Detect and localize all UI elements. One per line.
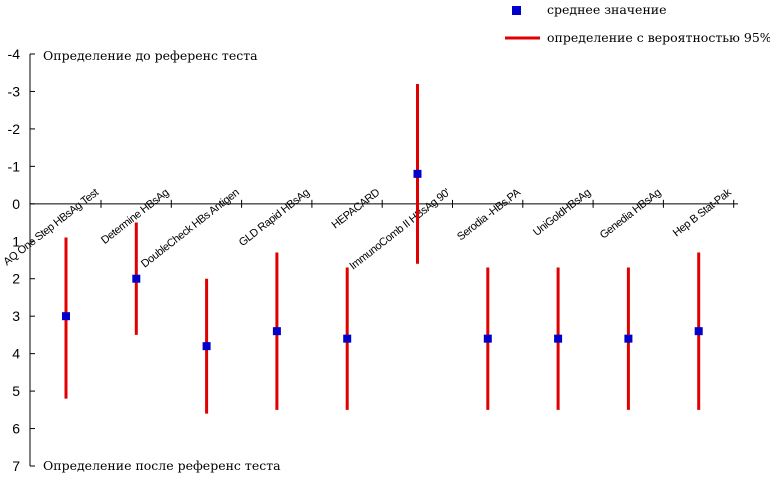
y-tick-label: 3 [12,308,20,324]
mean-point [132,274,141,283]
category-label: Hep B Stat-Pak [671,186,734,239]
mean-point [483,334,492,343]
legend: среднее значение определение с вероятнос… [505,2,770,45]
y-tick-label: -1 [8,158,21,174]
category-label: Serodia -HBs.PA [455,186,523,243]
category-label: Genedia HBsAg [598,187,664,242]
mean-point [554,334,563,343]
mean-point [694,327,703,336]
annotation-top: Определение до референс теста [43,48,258,63]
mean-point [62,312,70,321]
annotation-bottom: Определение после референс теста [43,458,281,473]
category-label: HEPACARD [330,186,383,231]
legend-mean-marker-icon [512,6,521,15]
mean-point [413,169,422,178]
y-tick-label: 0 [12,196,20,212]
y-tick-label: 6 [12,421,20,437]
mean-point [343,334,352,343]
y-tick-label: 2 [12,271,20,287]
legend-mean-label: среднее значение [547,2,667,17]
y-tick-label: 5 [12,383,20,399]
y-tick-label: -4 [8,46,21,62]
legend-interval-label: определение с вероятностью 95% [547,30,770,45]
axes [29,54,738,466]
y-tick-label: 7 [12,458,20,474]
y-tick-label: -3 [8,83,21,99]
mean-series [62,169,703,351]
mean-point [624,334,633,343]
y-tick-label: -2 [8,121,21,137]
y-ticks: -4 -3 -2 -1 0 1 2 3 4 5 6 7 [8,46,35,474]
mean-point [272,327,281,336]
y-tick-label: 4 [12,346,20,362]
category-label: UniGoldHBsAg [531,187,593,239]
mean-point [202,342,211,351]
y-tick-label: 1 [12,233,20,249]
category-label: GLD Rapid HBsAg [237,187,312,249]
